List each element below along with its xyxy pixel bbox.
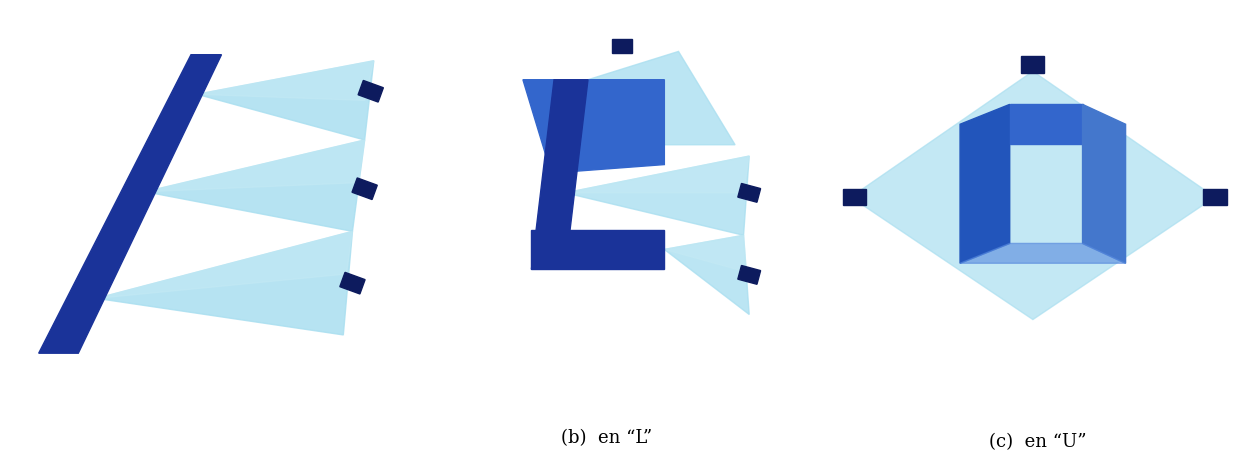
Polygon shape <box>523 80 664 173</box>
Polygon shape <box>531 80 587 269</box>
Polygon shape <box>565 156 750 235</box>
Polygon shape <box>843 189 866 205</box>
Polygon shape <box>960 243 1126 263</box>
Text: (b)  en “L”: (b) en “L” <box>561 429 652 447</box>
Polygon shape <box>352 178 377 199</box>
Polygon shape <box>613 39 632 53</box>
Polygon shape <box>1204 189 1227 205</box>
Polygon shape <box>1021 56 1044 73</box>
Polygon shape <box>97 231 352 298</box>
Polygon shape <box>1083 104 1126 263</box>
Polygon shape <box>664 235 746 272</box>
Polygon shape <box>198 61 374 100</box>
Polygon shape <box>960 104 1010 263</box>
Text: (c)  en “U”: (c) en “U” <box>989 433 1087 450</box>
Polygon shape <box>146 140 365 231</box>
Polygon shape <box>738 184 761 202</box>
Polygon shape <box>587 51 735 145</box>
Polygon shape <box>738 266 761 284</box>
Polygon shape <box>565 156 750 193</box>
Polygon shape <box>1010 104 1083 144</box>
Polygon shape <box>146 140 365 192</box>
Polygon shape <box>198 61 374 140</box>
Polygon shape <box>340 272 365 294</box>
Polygon shape <box>359 81 384 102</box>
Polygon shape <box>850 71 1215 320</box>
Polygon shape <box>39 55 221 353</box>
Polygon shape <box>531 230 664 269</box>
Polygon shape <box>664 235 750 315</box>
Polygon shape <box>97 231 352 335</box>
